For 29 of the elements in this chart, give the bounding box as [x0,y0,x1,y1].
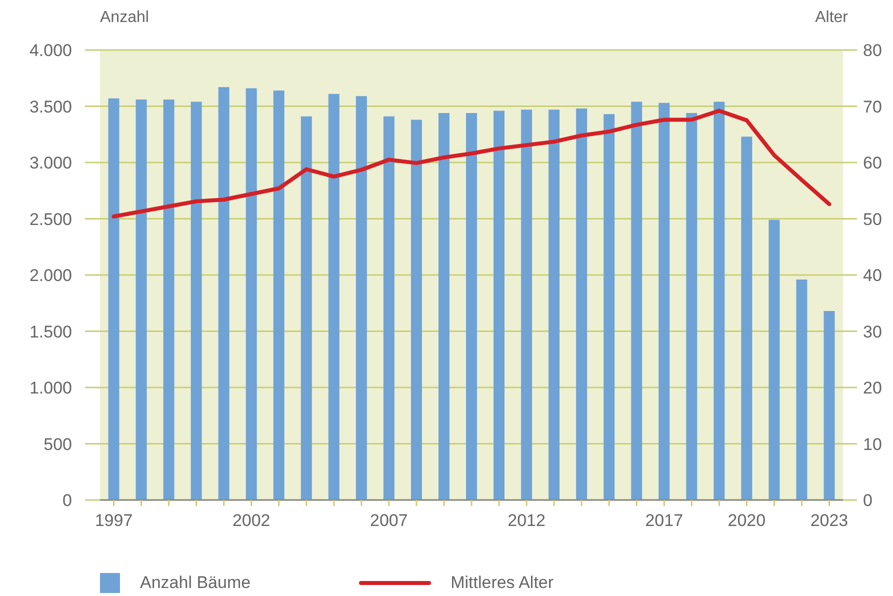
x-tick-label: 2017 [645,511,684,530]
y-axis-title: Anzahl [100,9,149,27]
y-tick-label: 2.000 [29,266,72,286]
x-tick-label: 2002 [232,511,270,530]
legend-label: Mittleres Alter [450,573,554,593]
y2-tick-label: 80 [863,41,882,60]
y2-tick-label: 0 [863,491,872,510]
legend-label: Anzahl Bäume [140,573,251,593]
y-tick-label: 3.000 [29,154,72,173]
y-tick-label: 0 [62,491,72,510]
x-tick-label: 1997 [94,511,133,530]
y-tick-label: 500 [44,434,72,454]
y2-tick-label: 30 [863,322,882,342]
y2-axis-title: Alter [815,9,848,27]
y2-tick-label: 60 [863,154,882,173]
y2-tick-label: 40 [863,266,882,286]
y2-tick-label: 50 [863,210,882,229]
y-tick-label: 1.500 [29,322,72,342]
x-tick-label: 2023 [810,511,848,530]
y-tick-label: 4.000 [29,41,72,60]
y-tick-label: 2.500 [29,210,72,229]
x-tick-label: 2012 [508,511,546,530]
x-tick-label: 2020 [728,511,766,530]
y-tick-label: 1.000 [29,378,72,398]
y2-tick-label: 70 [863,97,882,116]
y-tick-label: 3.500 [29,97,72,116]
x-tick-label: 2007 [370,511,408,530]
y2-tick-label: 20 [863,378,882,398]
y2-tick-label: 10 [863,434,882,454]
